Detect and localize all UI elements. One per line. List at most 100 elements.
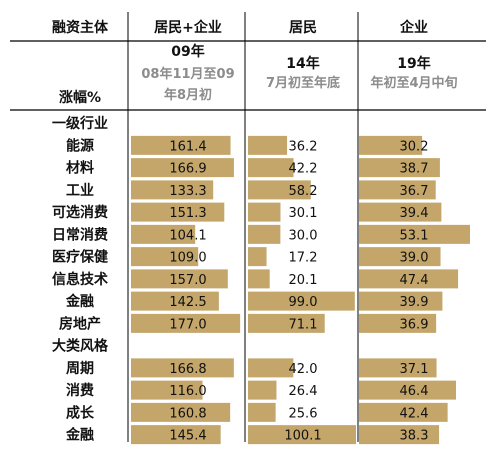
- value-label-1-1-1: 161.4: [169, 139, 206, 154]
- value-label-1-6-2: 17.2: [289, 251, 318, 266]
- value-label-1-4-1: 151.3: [169, 206, 206, 221]
- bar-1-7-1: [131, 269, 228, 289]
- bar-1-7-3: [359, 269, 459, 289]
- bar-1-1-1: [131, 135, 231, 155]
- row-label-2-2: 消费: [66, 382, 94, 399]
- value-label-1-9-1: 177.0: [169, 317, 206, 332]
- value-label-1-1-2: 36.2: [289, 139, 318, 154]
- section-title-2: 大类风格: [52, 338, 109, 355]
- value-label-2-3-1: 160.8: [169, 406, 206, 421]
- bar-2-3-3: [359, 402, 448, 422]
- bar-1-1-3: [359, 135, 423, 155]
- column-period-year-1: 09年: [171, 43, 204, 60]
- bar-2-4-2: [248, 425, 356, 445]
- column-period-desc-1-1: 08年11月至09: [141, 66, 234, 82]
- bar-1-6-2: [248, 247, 267, 267]
- value-label-1-2-3: 38.7: [400, 162, 429, 177]
- row-label-1-8: 金融: [65, 293, 94, 310]
- row-label-2-3: 成长: [66, 404, 95, 421]
- value-label-1-7-3: 47.4: [400, 273, 429, 288]
- row-label-2-4: 金融: [65, 427, 94, 444]
- column-header-1: 居民+企业: [154, 19, 222, 36]
- bar-1-6-3: [359, 247, 441, 267]
- column-period-year-2: 14年: [286, 55, 319, 72]
- value-label-1-3-2: 58.2: [289, 184, 318, 199]
- value-label-1-3-1: 133.3: [169, 184, 206, 199]
- row-label-2-1: 周期: [66, 361, 94, 377]
- row-label-1-7: 信息技术: [52, 271, 108, 288]
- row-label-1-2: 材料: [66, 160, 94, 177]
- bar-2-2-1: [131, 380, 203, 400]
- bar-2-3-1: [131, 402, 231, 422]
- value-label-1-5-2: 30.0: [289, 228, 318, 243]
- section-title-1: 一级行业: [52, 115, 108, 132]
- bar-1-2-1: [131, 158, 234, 178]
- corner-label: 融资主体: [52, 19, 109, 36]
- value-label-2-1-3: 37.1: [400, 362, 429, 377]
- row-label-1-3: 工业: [66, 183, 94, 199]
- value-label-1-4-3: 39.4: [400, 206, 429, 221]
- row-label-1-5: 日常消费: [52, 226, 108, 243]
- bar-2-1-1: [131, 358, 234, 378]
- value-label-1-4-2: 30.1: [289, 206, 318, 221]
- value-label-2-2-3: 46.4: [400, 384, 429, 399]
- value-label-1-5-1: 104.1: [169, 228, 206, 243]
- value-label-2-4-1: 145.4: [169, 429, 206, 444]
- bar-1-5-2: [248, 224, 281, 244]
- bar-1-4-2: [248, 202, 281, 222]
- row-label-1-6: 医疗保健: [52, 249, 108, 266]
- bar-1-9-1: [131, 313, 241, 333]
- unit-label: 涨幅%: [59, 89, 101, 106]
- value-label-1-3-3: 36.7: [400, 184, 429, 199]
- value-label-1-1-3: 30.2: [400, 139, 429, 154]
- column-period-year-3: 19年: [397, 55, 430, 72]
- value-label-1-6-3: 39.0: [400, 251, 429, 266]
- value-label-1-7-2: 20.1: [289, 273, 318, 288]
- value-label-2-3-3: 42.4: [400, 406, 429, 421]
- value-label-1-8-3: 39.9: [400, 295, 429, 310]
- bar-2-4-1: [131, 425, 221, 445]
- row-label-1-4: 可选消费: [52, 204, 108, 221]
- column-period-desc-1-2: 年8月初: [164, 87, 212, 103]
- bar-2-1-2: [248, 358, 294, 378]
- row-label-1-1: 能源: [66, 137, 94, 154]
- value-label-1-9-3: 36.9: [400, 317, 429, 332]
- bar-1-2-2: [248, 158, 294, 178]
- value-label-1-8-1: 142.5: [169, 295, 206, 310]
- value-label-2-4-2: 100.1: [284, 429, 321, 444]
- bar-1-4-3: [359, 202, 442, 222]
- bar-2-2-2: [248, 380, 277, 400]
- bar-2-3-2: [248, 402, 276, 422]
- column-period-desc-3-1: 年初至4月中旬: [370, 75, 457, 91]
- bar-2-2-3: [359, 380, 456, 400]
- column-header-3: 企业: [399, 19, 428, 36]
- bar-1-5-1: [131, 224, 196, 244]
- bar-1-3-3: [359, 180, 436, 200]
- bar-1-1-2: [248, 135, 288, 155]
- value-label-1-2-1: 166.9: [169, 162, 206, 177]
- value-label-1-7-1: 157.0: [169, 273, 206, 288]
- value-label-2-1-1: 166.8: [169, 362, 206, 377]
- bar-1-8-3: [359, 291, 443, 311]
- bar-1-7-2: [248, 269, 270, 289]
- value-label-1-9-2: 71.1: [289, 317, 318, 332]
- bar-1-6-1: [131, 247, 199, 267]
- bar-1-8-2: [248, 291, 355, 311]
- bar-1-5-3: [359, 224, 470, 244]
- bar-1-4-1: [131, 202, 225, 222]
- bar-1-8-1: [131, 291, 219, 311]
- value-label-2-2-2: 26.4: [289, 384, 318, 399]
- value-label-1-8-2: 99.0: [289, 295, 318, 310]
- column-header-2: 居民: [289, 20, 317, 36]
- bar-2-1-3: [359, 358, 437, 378]
- row-label-1-9: 房地产: [59, 315, 101, 332]
- value-label-1-5-3: 53.1: [400, 228, 429, 243]
- value-label-1-6-1: 109.0: [169, 251, 206, 266]
- bar-1-3-1: [131, 180, 214, 200]
- value-label-2-3-2: 25.6: [289, 406, 318, 421]
- bar-1-2-3: [359, 158, 440, 178]
- bar-1-9-3: [359, 313, 437, 333]
- value-label-2-1-2: 42.0: [289, 362, 318, 377]
